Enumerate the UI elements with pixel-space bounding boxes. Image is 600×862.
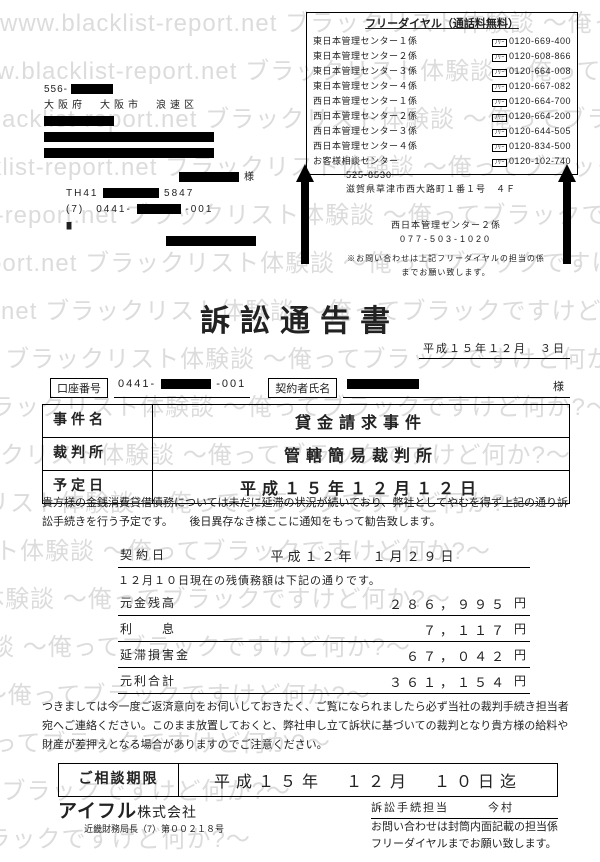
contact-person: 訴訟手続担当 今村 — [371, 800, 558, 819]
fin-key: 元金残高 — [120, 594, 270, 613]
account-value: 0441- -001 — [114, 378, 250, 398]
fin-rows: 元金残高２８６，９９５円利 息７，１１７円延滞損害金６７，０４２円元利合計３６１… — [118, 590, 530, 694]
company-suffix: 株式会社 — [137, 804, 197, 820]
honorific: 様 — [244, 172, 256, 183]
up-arrow-icon — [296, 164, 314, 264]
page: フリーダイヤル（通話料無料） 東日本管理センター１係ﾌﾘｰ0120-669-40… — [0, 0, 600, 28]
postal-prefix: 556- — [44, 84, 68, 95]
sender-note: ※お問い合わせは上記フリーダイヤルの担当の係までお願い致します。 — [346, 252, 546, 280]
code-c: (7) 0441- — [66, 204, 132, 215]
honorific: 様 — [553, 378, 566, 394]
financials: 契約日 平成１２年 １月２９日 １２月１０日現在の残債務額は下記の通りです。 元… — [118, 542, 530, 694]
fin-key: 延滞損害金 — [120, 646, 270, 665]
fin-row: 延滞損害金６７，０４２円 — [118, 642, 530, 668]
freecall-box: フリーダイヤル（通話料無料） 東日本管理センター１係ﾌﾘｰ0120-669-40… — [306, 12, 578, 175]
sender-tel: 077-503-1020 — [346, 232, 546, 246]
contract-date-value: 平成１２年 １月２９日 — [200, 546, 528, 565]
redaction — [44, 116, 114, 126]
body-paragraph-1: 貴方様の金銭消費貸借債務については未だに延滞の状況が続いており、弊社としてやむを… — [42, 494, 570, 532]
company-logo-text: アイフル — [58, 801, 137, 822]
tel-row: 西日本管理センター１係ﾌﾘｰ0120-664-700 — [313, 95, 571, 110]
sender-center: 西日本管理センター２係 — [346, 218, 546, 232]
deadline-label: ご相談期限 — [59, 764, 179, 796]
fin-value: ６７，０４２ — [270, 646, 508, 665]
redaction — [44, 148, 214, 158]
acct-b: -001 — [216, 378, 246, 390]
redaction — [71, 84, 113, 94]
tel-row: 東日本管理センター１係ﾌﾘｰ0120-669-400 — [313, 35, 571, 50]
fin-row: 元金残高２８６，９９５円 — [118, 590, 530, 616]
fin-unit: 円 — [508, 672, 528, 691]
code-a: TH41 — [66, 188, 98, 199]
case-key: 裁判所 — [43, 438, 153, 470]
barcode: ||||||||||||||||||||||||||||||||||||||||… — [66, 218, 256, 234]
fin-key: 元利合計 — [120, 672, 270, 691]
case-row: 裁判所管轄簡易裁判所 — [43, 438, 569, 471]
recipient-block: 様 TH41 5847 (7) 0441- -001 |||||||||||||… — [66, 170, 256, 250]
case-key: 事件名 — [43, 405, 153, 437]
acct-a: 0441- — [118, 378, 156, 390]
document-date: 平成１５年１２月 ３日 — [419, 340, 570, 359]
redaction — [161, 379, 211, 389]
sender-addr: 滋賀県草津市西大路町１番１号 ４Ｆ — [346, 182, 546, 196]
contact-note-2: フリーダイヤルまでお願い致します。 — [371, 836, 558, 853]
sender-block: 525-8530 滋賀県草津市西大路町１番１号 ４Ｆ 西日本管理センター２係 0… — [346, 168, 546, 280]
tel-row: 西日本管理センター２係ﾌﾘｰ0120-664-200 — [313, 110, 571, 125]
footer-right: 訴訟手続担当 今村 お問い合わせは封筒内面記載の担当係 フリーダイヤルまでお願い… — [371, 800, 558, 853]
redaction — [347, 379, 419, 389]
recipient-address: 556- 大阪府 大阪市 浪速区 — [44, 82, 264, 162]
case-table: 事件名貸金請求事件裁判所管轄簡易裁判所予定日平成１５年１２月１２日 — [42, 404, 570, 504]
deadline-box: ご相談期限 平成１５年 １２月 １０日迄 — [58, 763, 558, 797]
fin-row: 利 息７，１１７円 — [118, 616, 530, 642]
fin-value: ７，１１７ — [270, 620, 508, 639]
redaction — [103, 188, 159, 198]
document-title: 訴訟通告書 — [0, 296, 600, 340]
tel-row: 西日本管理センター３係ﾌﾘｰ0120-644-505 — [313, 125, 571, 140]
fin-row: 元利合計３６１，１５４円 — [118, 668, 530, 694]
sender-center-rows: 西日本管理センター２係 077-503-1020 — [346, 218, 546, 246]
up-arrow-icon — [558, 164, 576, 264]
fin-unit: 円 — [508, 646, 528, 665]
code-d: -001 — [185, 204, 213, 215]
redaction — [179, 172, 239, 182]
sender-postal: 525-8530 — [346, 168, 546, 182]
freecall-title: フリーダイヤル（通話料無料） — [307, 13, 577, 33]
fin-unit: 円 — [508, 594, 528, 613]
account-label: 口座番号 — [50, 378, 108, 398]
redaction — [44, 132, 214, 142]
fin-unit: 円 — [508, 620, 528, 639]
asof-text: １２月１０日現在の残債務額は下記の通りです。 — [118, 568, 530, 590]
city: 大阪府 大阪市 浪速区 — [44, 100, 198, 111]
contract-date-row: 契約日 平成１２年 １月２９日 — [118, 542, 530, 568]
freecall-rows: 東日本管理センター１係ﾌﾘｰ0120-669-400東日本管理センター２係ﾌﾘｰ… — [307, 33, 577, 174]
tel-row: 東日本管理センター２係ﾌﾘｰ0120-608-866 — [313, 50, 571, 65]
redaction — [137, 204, 181, 214]
deadline-value: 平成１５年 １２月 １０日迄 — [179, 764, 557, 796]
contract-label: 契約者氏名 — [268, 378, 337, 398]
redaction — [166, 236, 256, 246]
contract-value: 様 — [343, 378, 570, 398]
contact-note-1: お問い合わせは封筒内面記載の担当係 — [371, 819, 558, 836]
tel-row: 東日本管理センター４係ﾌﾘｰ0120-667-082 — [313, 80, 571, 95]
body-paragraph-2: つきましては今一度ご返済意向をお伺いしておきたく、ご覧になられましたら必ず当社の… — [42, 698, 570, 755]
tel-row: 東日本管理センター３係ﾌﾘｰ0120-664-008 — [313, 65, 571, 80]
company-license: 近畿財務局長（7）第００２１８号 — [84, 822, 224, 835]
company-name: アイフル株式会社 — [58, 796, 197, 823]
fin-value: ２８６，９９５ — [270, 594, 508, 613]
case-value: 貸金請求事件 — [153, 405, 569, 437]
fin-value: ３６１，１５４ — [270, 672, 508, 691]
case-value: 管轄簡易裁判所 — [153, 438, 569, 470]
code-b: 5847 — [164, 188, 194, 199]
contract-date-label: 契約日 — [120, 546, 200, 565]
case-row: 事件名貸金請求事件 — [43, 405, 569, 438]
fin-key: 利 息 — [120, 620, 270, 639]
tel-row: 西日本管理センター４係ﾌﾘｰ0120-834-500 — [313, 140, 571, 155]
account-row: 口座番号 0441- -001 契約者氏名 様 — [50, 378, 570, 398]
